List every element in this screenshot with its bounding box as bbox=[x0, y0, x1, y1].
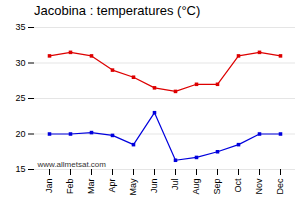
svg-text:Jun: Jun bbox=[149, 179, 159, 194]
svg-text:Apr: Apr bbox=[107, 179, 117, 193]
svg-text:15: 15 bbox=[15, 164, 25, 174]
svg-text:30: 30 bbox=[15, 58, 25, 68]
svg-text:25: 25 bbox=[15, 93, 25, 103]
svg-text:May: May bbox=[128, 178, 138, 196]
svg-text:Aug: Aug bbox=[191, 179, 201, 195]
svg-text:Nov: Nov bbox=[254, 178, 264, 195]
svg-text:Oct: Oct bbox=[233, 178, 243, 193]
svg-text:35: 35 bbox=[15, 22, 25, 32]
svg-text:Jul: Jul bbox=[170, 179, 180, 191]
svg-text:Sep: Sep bbox=[212, 179, 222, 195]
svg-text:Dec: Dec bbox=[275, 178, 285, 195]
html-text:Jacobina : temperatures (°C): Jacobina : temperatures (°C) bbox=[34, 3, 201, 18]
svg-text:20: 20 bbox=[15, 129, 25, 139]
svg-text:Jan: Jan bbox=[44, 179, 54, 194]
svg-text:www.allmetsat.com: www.allmetsat.com bbox=[37, 160, 107, 169]
svg-text:Feb: Feb bbox=[65, 179, 75, 195]
svg-text:Mar: Mar bbox=[86, 178, 96, 194]
